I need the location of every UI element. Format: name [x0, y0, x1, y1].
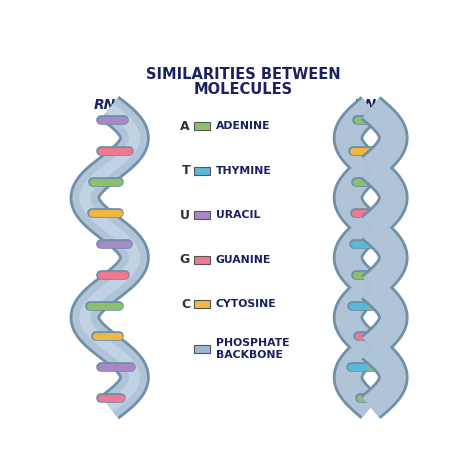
Text: GUANINE: GUANINE [216, 255, 271, 265]
FancyBboxPatch shape [194, 256, 210, 264]
Text: U: U [180, 209, 190, 222]
Text: C: C [181, 298, 190, 311]
FancyBboxPatch shape [194, 167, 210, 175]
Text: T: T [182, 164, 190, 177]
Text: MOLECULES: MOLECULES [193, 82, 292, 97]
Text: URACIL: URACIL [216, 210, 260, 220]
Text: ADENINE: ADENINE [216, 121, 270, 131]
FancyBboxPatch shape [194, 211, 210, 219]
Text: A: A [181, 120, 190, 133]
Text: CYTOSINE: CYTOSINE [216, 300, 276, 310]
Text: PHOSPHATE
BACKBONE: PHOSPHATE BACKBONE [216, 338, 289, 360]
Text: DNA: DNA [354, 98, 388, 112]
Text: THYMINE: THYMINE [216, 166, 271, 176]
FancyBboxPatch shape [194, 301, 210, 309]
Text: SIMILARITIES BETWEEN: SIMILARITIES BETWEEN [146, 67, 340, 82]
FancyBboxPatch shape [194, 122, 210, 130]
Text: RNA: RNA [93, 98, 126, 112]
FancyBboxPatch shape [194, 345, 210, 353]
Text: G: G [180, 253, 190, 266]
